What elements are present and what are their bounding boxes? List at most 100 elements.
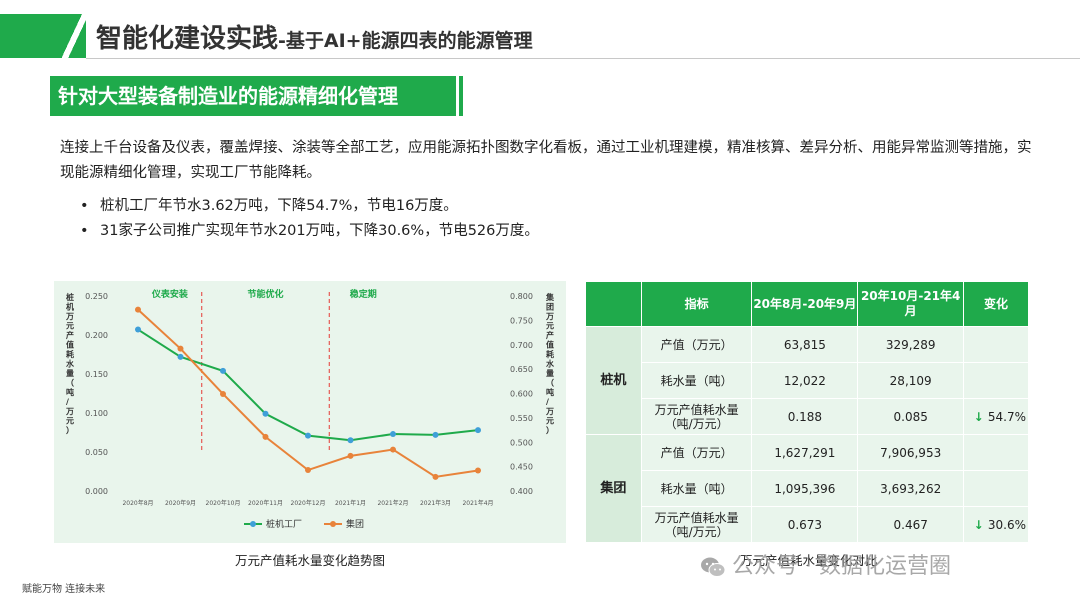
header-divider	[86, 58, 1080, 59]
table-cell-metric: 耗水量（吨）	[640, 470, 753, 507]
change-value: 30.6%	[987, 517, 1026, 532]
x-tick-label: 2021年3月	[420, 499, 451, 507]
y-left-tick-label: 0.100	[85, 409, 108, 418]
table-cell-change: ↓ 30.6%	[963, 506, 1029, 543]
series-line	[137, 328, 479, 442]
data-point	[262, 433, 269, 440]
x-tick-label: 2021年2月	[377, 499, 408, 507]
table-group-label: 集团	[585, 434, 642, 543]
data-point	[432, 431, 439, 438]
footer-slogan: 赋能万物 连接未来	[22, 584, 106, 595]
header-accent-bar	[0, 14, 62, 58]
table-cell-period2: 7,906,953	[857, 434, 965, 471]
y-left-tick-label: 0.250	[85, 292, 108, 301]
table-header-row: 指标 20年8月-20年9月 20年10月-21年4月 变化	[585, 281, 1029, 327]
table-cell-change	[963, 326, 1029, 363]
y-right-tick-label: 0.800	[510, 292, 533, 301]
table-cell-period1: 12,022	[751, 362, 859, 399]
page-title-main: 智能化建设实践	[96, 24, 279, 54]
y-right-tick-label: 0.550	[510, 414, 533, 423]
watermark: 公众号 · 数据化运营圈	[700, 548, 951, 580]
table-cell-period1: 1,095,396	[751, 470, 859, 507]
data-point	[262, 410, 269, 417]
change-value: 54.7%	[987, 409, 1026, 424]
table-cell-change	[963, 362, 1029, 399]
table-cell-period2: 0.085	[857, 398, 965, 435]
data-point	[135, 326, 141, 333]
y-right-axis-label: 集团万元产值耗水量（吨/万元）	[545, 292, 555, 435]
legend-swatch-marker	[250, 521, 256, 527]
table-cell-period1: 1,627,291	[751, 434, 859, 471]
table-cell-period1: 63,815	[751, 326, 859, 363]
y-right-tick-label: 0.500	[510, 438, 533, 447]
header-slash-decoration	[62, 14, 86, 58]
x-tick-label: 2020年8月	[122, 499, 153, 507]
section-tag: 针对大型装备制造业的能源精细化管理	[50, 76, 463, 116]
x-tick-label: 2021年4月	[462, 499, 493, 507]
table-cell-change: ↓ 54.7%	[963, 398, 1029, 435]
table-cell-change	[963, 434, 1029, 471]
data-point	[135, 306, 141, 313]
x-tick-label: 2020年10月	[206, 499, 241, 507]
y-right-tick-label: 0.400	[510, 487, 533, 496]
table-cell-period2: 3,693,262	[857, 470, 965, 507]
table-row: 万元产值耗水量（吨/万元） 0.188 0.085 ↓ 54.7%	[586, 398, 1029, 435]
y-right-tick-label: 0.600	[510, 390, 533, 399]
intro-paragraph: 连接上千台设备及仪表，覆盖焊接、涂装等全部工艺，应用能源拓扑图数字化看板，通过工…	[60, 140, 1032, 181]
table-cell-period2: 28,109	[857, 362, 965, 399]
wechat-icon	[701, 557, 726, 577]
bullet-list: 桩机工厂年节水3.62万吨，下降54.7%，节电16万度。 31家子公司推广实现…	[80, 194, 539, 244]
watermark-text: 公众号 · 数据化运营圈	[732, 554, 951, 579]
x-tick-label: 2020年9月	[165, 499, 196, 507]
page-title: 智能化建设实践-基于AI+能源四表的能源管理	[96, 18, 533, 55]
table-header-metric: 指标	[640, 281, 753, 327]
data-point	[432, 473, 439, 480]
phase-label: 稳定期	[350, 288, 377, 300]
x-tick-label: 2020年11月	[248, 499, 283, 507]
table-row: 桩机 产值（万元） 63,815 329,289	[585, 326, 1029, 435]
line-chart: 0.000 0.050 0.100 0.150 0.200 0.250 0.400 0.450…	[65, 288, 555, 530]
comparison-table: 指标 20年8月-20年9月 20年10月-21年4月 变化 桩机 产值（万元） 6…	[585, 281, 1029, 543]
data-point	[220, 390, 226, 397]
chart-caption: 万元产值耗水量变化趋势图	[234, 553, 385, 568]
legend-label: 桩机工厂	[266, 518, 302, 530]
table-row: 集团 产值（万元） 1,627,291 7,906,953	[585, 434, 1029, 543]
table-cell-metric: 产值（万元）	[640, 326, 753, 363]
data-point	[475, 467, 481, 474]
data-point	[347, 437, 354, 444]
table-row: 耗水量（吨） 12,022 28,109	[586, 362, 1029, 399]
data-point	[177, 353, 184, 360]
table-header-blank	[585, 281, 642, 327]
table-header-period1: 20年8月-20年9月	[751, 281, 859, 327]
table-row: 耗水量（吨） 1,095,396 3,693,262	[586, 470, 1029, 507]
y-left-tick-label: 0.000	[85, 487, 108, 496]
table-header-period2: 20年10月-21年4月	[857, 281, 965, 327]
x-tick-label: 2020年12月	[291, 499, 326, 507]
data-point	[390, 431, 396, 438]
y-left-tick-label: 0.150	[85, 370, 108, 379]
legend-swatch-marker	[330, 521, 336, 527]
data-point	[390, 446, 396, 453]
table-cell-metric: 耗水量（吨）	[640, 362, 753, 399]
table-cell-period1: 0.188	[751, 398, 859, 435]
table-cell-metric: 万元产值耗水量（吨/万元）	[640, 506, 753, 543]
data-point	[347, 452, 354, 459]
table-caption: 万元产值耗水量变化对比	[740, 553, 878, 568]
bullet-item-2: 31家子公司推广实现年节水201万吨，下降30.6%，节电526万度。	[80, 219, 539, 244]
data-point	[305, 467, 311, 474]
phase-label: 节能优化	[247, 288, 283, 300]
down-arrow-icon: ↓	[973, 517, 988, 532]
y-right-tick-label: 0.450	[510, 463, 533, 472]
table-cell-metric: 产值（万元）	[640, 434, 753, 471]
phase-label: 仪表安装	[151, 288, 189, 300]
data-point	[475, 427, 481, 434]
series-line	[137, 308, 479, 478]
table-header-change: 变化	[963, 281, 1029, 327]
table-row: 万元产值耗水量（吨/万元） 0.673 0.467 ↓ 30.6%	[586, 506, 1029, 543]
y-left-tick-label: 0.200	[85, 331, 108, 340]
y-left-tick-label: 0.050	[85, 448, 108, 457]
y-right-tick-label: 0.700	[510, 341, 533, 350]
x-tick-label: 2021年1月	[335, 499, 366, 507]
legend-label: 集团	[346, 518, 364, 530]
line-chart-panel: 0.000 0.050 0.100 0.150 0.200 0.250 0.400 0.450…	[54, 281, 566, 543]
